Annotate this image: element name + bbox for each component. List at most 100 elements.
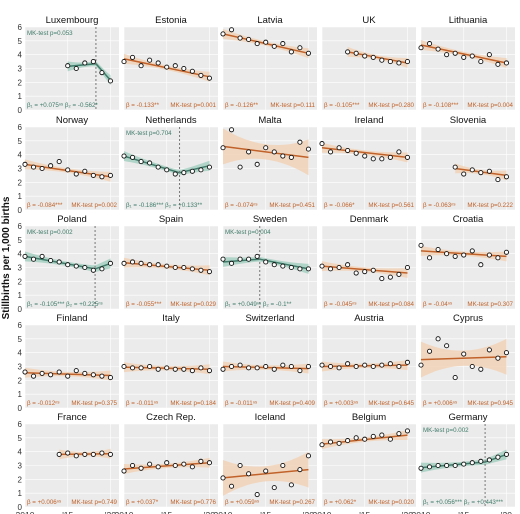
data-point	[237, 362, 243, 368]
data-point	[206, 164, 213, 170]
data-point	[345, 49, 351, 55]
data-point	[172, 63, 178, 69]
y-tick-label: 3	[18, 65, 23, 74]
x-tick-label: '20	[501, 510, 512, 514]
data-point	[121, 468, 127, 474]
data-point	[362, 362, 368, 368]
data-point	[495, 355, 501, 361]
y-tick-label: 5	[18, 137, 23, 146]
data-point	[254, 365, 260, 371]
data-point	[288, 264, 294, 271]
data-point	[263, 259, 269, 265]
data-point	[362, 436, 368, 442]
data-point	[353, 435, 359, 441]
data-point	[404, 428, 411, 434]
data-point	[288, 363, 294, 370]
data-point	[370, 267, 376, 273]
data-point	[426, 255, 433, 261]
beta-label: β = -0.011ⁿˢ	[225, 400, 257, 407]
data-point	[271, 262, 277, 268]
mk-test-label: MK-test p=0.749	[71, 499, 117, 506]
data-point	[370, 156, 376, 162]
data-point	[121, 260, 127, 266]
data-point	[99, 70, 105, 76]
data-point	[263, 39, 269, 45]
data-point	[107, 260, 114, 266]
data-point	[82, 60, 88, 66]
data-point	[503, 451, 510, 457]
mk-test-label: MK-test p=0.002	[423, 427, 469, 434]
data-point	[129, 462, 136, 469]
data-point	[452, 462, 458, 469]
data-point	[297, 139, 303, 145]
data-point	[82, 168, 88, 174]
data-point	[319, 141, 325, 147]
y-tick-label: 6	[18, 420, 23, 429]
data-point	[452, 50, 458, 56]
panel-title: Cyprus	[453, 313, 483, 324]
data-point	[48, 163, 54, 169]
x-tick-label: '20	[303, 510, 314, 514]
data-point	[121, 153, 127, 159]
data-point	[495, 454, 501, 460]
mk-test-label: MK-test p=0.561	[368, 202, 414, 209]
y-tick-label: 3	[18, 363, 23, 372]
data-point	[189, 68, 195, 74]
data-point	[198, 72, 204, 78]
data-point	[362, 153, 368, 159]
y-tick-label: 0	[18, 503, 23, 512]
data-point	[22, 161, 28, 167]
data-point	[65, 262, 71, 268]
panel-title: UK	[362, 15, 376, 26]
data-point	[30, 164, 37, 170]
y-tick-label: 5	[18, 335, 23, 344]
panel-sweden: Sweden MK-test p=0.004 β₁ = +0.049ⁿˢ β₂ = …	[220, 214, 317, 310]
panel-title: Finland	[56, 313, 87, 324]
mk-test-label: MK-test p=0.280	[368, 102, 414, 109]
data-point	[138, 465, 144, 471]
mk-test-label: MK-test p=0.084	[368, 301, 414, 308]
beta-label: β₁ = +0.056*** β₂ = +0.443***	[423, 499, 504, 506]
data-point	[379, 276, 385, 282]
data-point	[129, 54, 136, 60]
data-point	[418, 362, 424, 368]
x-tick-label: '20	[204, 510, 215, 514]
data-point	[90, 59, 96, 65]
data-point	[379, 57, 385, 63]
y-tick-label: 6	[18, 321, 23, 330]
data-point	[147, 262, 153, 268]
panel-title: Croatia	[453, 214, 484, 225]
panel-croatia: Croatia β = -0.04ⁿˢ MK-test p=0.307	[418, 214, 515, 310]
data-point	[189, 266, 195, 272]
beta-label: β = -0.074ⁿˢ	[225, 202, 258, 209]
data-point	[345, 147, 351, 154]
beta-label: β = +0.003ⁿˢ	[324, 400, 358, 407]
panel-title: France	[57, 412, 87, 423]
data-point	[198, 365, 204, 371]
data-point	[220, 145, 226, 151]
data-point	[155, 60, 161, 66]
data-point	[206, 269, 213, 275]
data-point	[336, 365, 342, 371]
data-point	[39, 165, 45, 172]
data-point	[379, 432, 385, 438]
data-point	[206, 460, 213, 466]
panel-germany: Germany MK-test p=0.002 β₁ = +0.056*** β₂ …	[412, 412, 515, 514]
data-point	[435, 46, 441, 52]
panel-belgium: Belgium β = +0.062* MK-test p=0.020 2010 '15…	[313, 412, 416, 514]
beta-label: β = -0.055***	[126, 301, 162, 308]
data-point	[107, 78, 114, 84]
data-point	[56, 259, 62, 265]
data-point	[65, 167, 71, 173]
data-point	[288, 154, 294, 160]
data-point	[220, 366, 226, 372]
data-point	[206, 368, 213, 374]
data-point	[246, 256, 252, 262]
panel-iceland: Iceland β = +0.059ⁿˢ MK-test p=0.267 2010 '1…	[214, 412, 317, 514]
data-point	[297, 467, 303, 473]
data-point	[495, 61, 501, 67]
data-point	[478, 170, 484, 176]
beta-label: β = +0.006ⁿˢ	[27, 499, 61, 506]
data-point	[444, 52, 450, 58]
panel-title: Lithuania	[449, 15, 488, 26]
